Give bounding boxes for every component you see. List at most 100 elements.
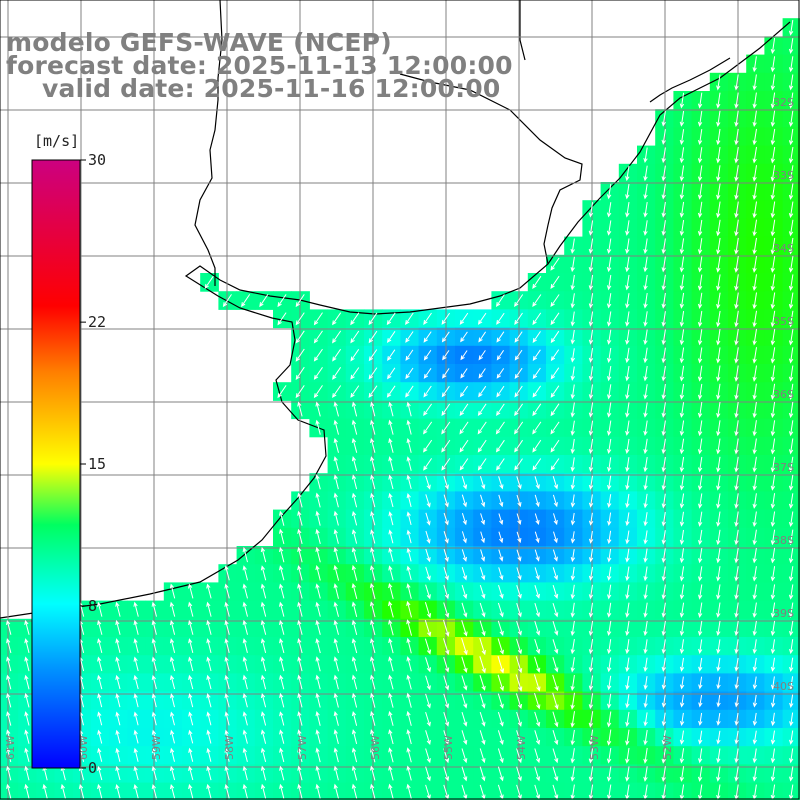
- wind-vector: [97, 638, 103, 654]
- wind-vector: [588, 366, 594, 382]
- wind-vector: [697, 219, 703, 237]
- wind-vector: [461, 584, 468, 600]
- wind-vector: [552, 584, 559, 599]
- wind-vector: [498, 494, 504, 508]
- wind-vector: [477, 403, 487, 417]
- wind-vector: [607, 620, 612, 637]
- wind-vector: [788, 19, 794, 36]
- wind-vector: [770, 547, 776, 564]
- wind-vector: [151, 656, 157, 672]
- wind-vector: [206, 638, 212, 654]
- longitude-labels: 61W 60W 59W 58W 57W 56W 55W 54W 53W 52W: [4, 735, 674, 760]
- wind-vector: [716, 511, 721, 527]
- wind-vector: [297, 638, 303, 654]
- wind-vector: [625, 602, 630, 618]
- wind-vector: [534, 513, 540, 525]
- wind-vector: [169, 638, 176, 654]
- wind-vector: [516, 620, 522, 636]
- wind-vector: [424, 638, 432, 655]
- wind-vector: [406, 565, 412, 581]
- wind-vector: [770, 766, 776, 782]
- wind-vector: [406, 583, 412, 599]
- wind-vector: [570, 602, 575, 618]
- wind-vector: [770, 274, 776, 292]
- wind-vector: [698, 529, 703, 546]
- wind-vector: [441, 312, 451, 325]
- wind-vector: [279, 601, 285, 617]
- wind-vector: [169, 784, 176, 799]
- wind-vector: [388, 765, 394, 781]
- wind-vector: [351, 510, 358, 526]
- wind-vector: [661, 456, 666, 473]
- wind-vector: [188, 783, 194, 799]
- wind-vector: [697, 310, 703, 328]
- wind-vector: [443, 711, 450, 727]
- wind-vector: [661, 129, 666, 145]
- wind-vector: [788, 274, 794, 291]
- wind-vector: [697, 147, 703, 164]
- wind-vector: [461, 494, 467, 508]
- wind-vector: [332, 330, 342, 344]
- wind-vector: [224, 711, 230, 726]
- wind-vector: [734, 183, 739, 200]
- wind-vector: [607, 530, 612, 545]
- wind-vector: [679, 147, 685, 164]
- wind-vector: [6, 765, 12, 781]
- wind-vector: [625, 620, 630, 637]
- wind-vector: [115, 674, 121, 690]
- wind-vector: [97, 601, 103, 617]
- wind-vector: [588, 766, 594, 782]
- wind-vector: [752, 511, 757, 528]
- wind-vector: [661, 602, 666, 618]
- wind-vector: [752, 547, 757, 564]
- wind-vector: [552, 730, 559, 746]
- wind-vector: [350, 349, 360, 362]
- wind-vector: [697, 456, 703, 473]
- wind-vector: [789, 712, 794, 727]
- border-brazil: [399, 73, 583, 265]
- wind-vector: [514, 367, 523, 379]
- wind-vector: [406, 619, 412, 636]
- wind-vector: [570, 457, 575, 472]
- wind-vector: [351, 674, 358, 690]
- wind-vector: [716, 584, 721, 600]
- wind-vector: [788, 456, 794, 473]
- wind-vector: [679, 365, 685, 382]
- wind-vector: [679, 274, 685, 291]
- wind-vector: [625, 694, 630, 709]
- wind-vector: [315, 492, 321, 508]
- wind-vector: [570, 766, 575, 782]
- wind-vector: [515, 656, 523, 674]
- wind-vector: [461, 656, 468, 673]
- wind-vector: [514, 312, 523, 325]
- wind-vector: [279, 619, 285, 635]
- wind-vector: [332, 348, 342, 362]
- wind-vector: [752, 146, 757, 164]
- wind-vector: [570, 748, 575, 764]
- wind-vector: [425, 475, 431, 490]
- wind-vector: [752, 566, 757, 582]
- wind-vector: [697, 110, 703, 127]
- wind-vector: [734, 584, 739, 600]
- wind-vector: [516, 638, 522, 655]
- wind-vector: [406, 710, 412, 726]
- wind-vector: [295, 385, 305, 399]
- wind-vector: [752, 165, 757, 182]
- wind-vector: [788, 420, 794, 437]
- wind-vector: [788, 547, 794, 564]
- wind-vector: [388, 674, 394, 690]
- wind-vector: [770, 74, 776, 91]
- wind-vector: [297, 565, 303, 581]
- wind-vector: [716, 547, 721, 564]
- wind-vector: [297, 674, 303, 690]
- wind-vector: [770, 694, 776, 708]
- wind-vector: [697, 183, 703, 200]
- wind-vector: [661, 165, 666, 182]
- lat-label: 37S: [773, 461, 794, 474]
- wind-vector: [351, 619, 358, 636]
- wind-vector: [459, 312, 469, 325]
- wind-vector: [770, 474, 776, 491]
- wind-vector: [479, 567, 486, 581]
- wind-vector: [550, 385, 560, 398]
- wind-vector: [478, 350, 486, 361]
